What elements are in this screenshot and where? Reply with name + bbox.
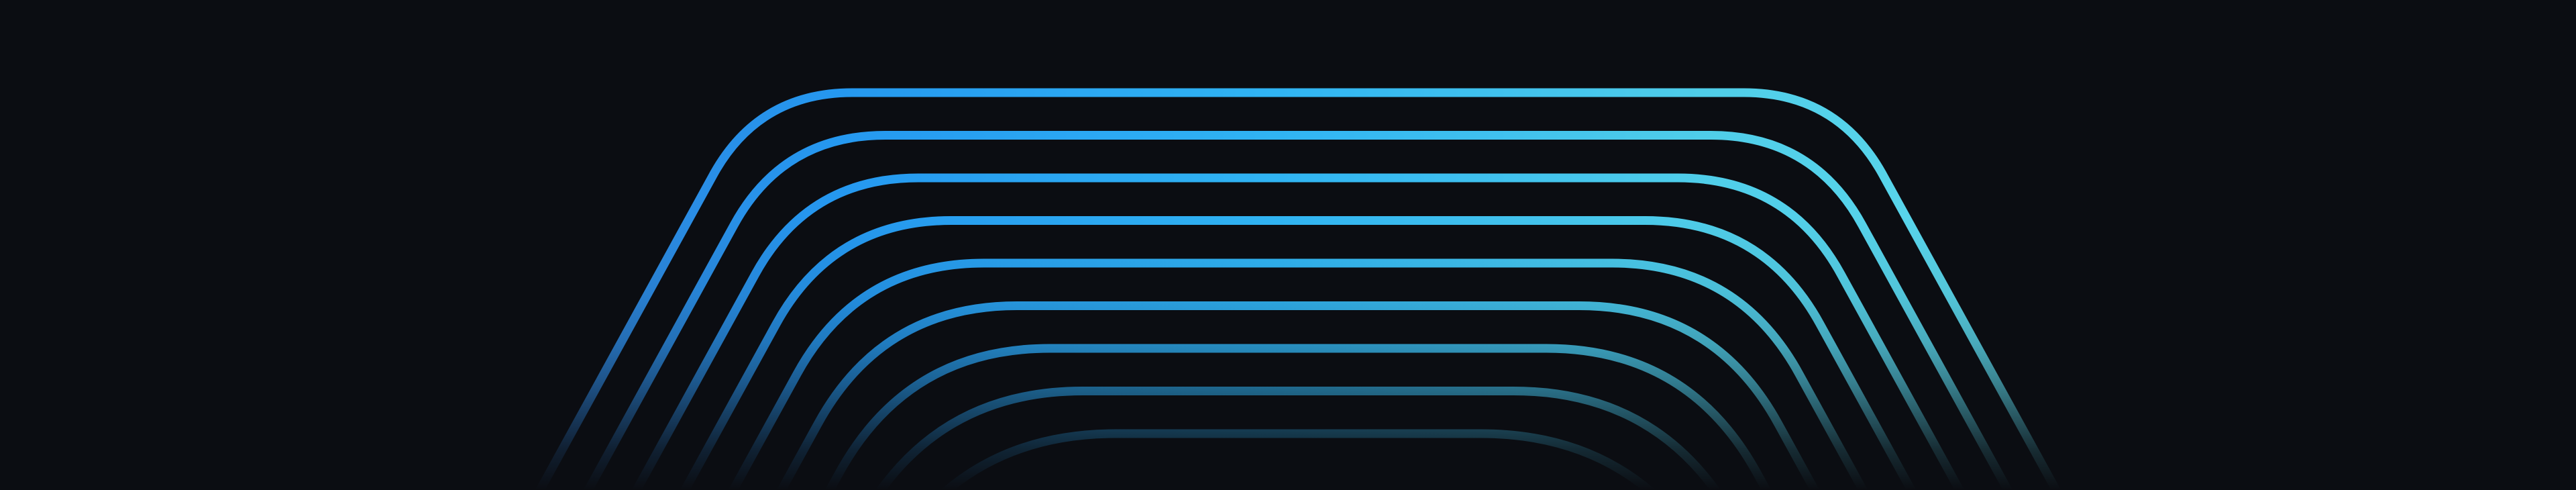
hero-background	[0, 0, 2576, 490]
concentric-lines-graphic	[0, 0, 2576, 490]
bottom-fade-overlay	[0, 0, 2576, 490]
